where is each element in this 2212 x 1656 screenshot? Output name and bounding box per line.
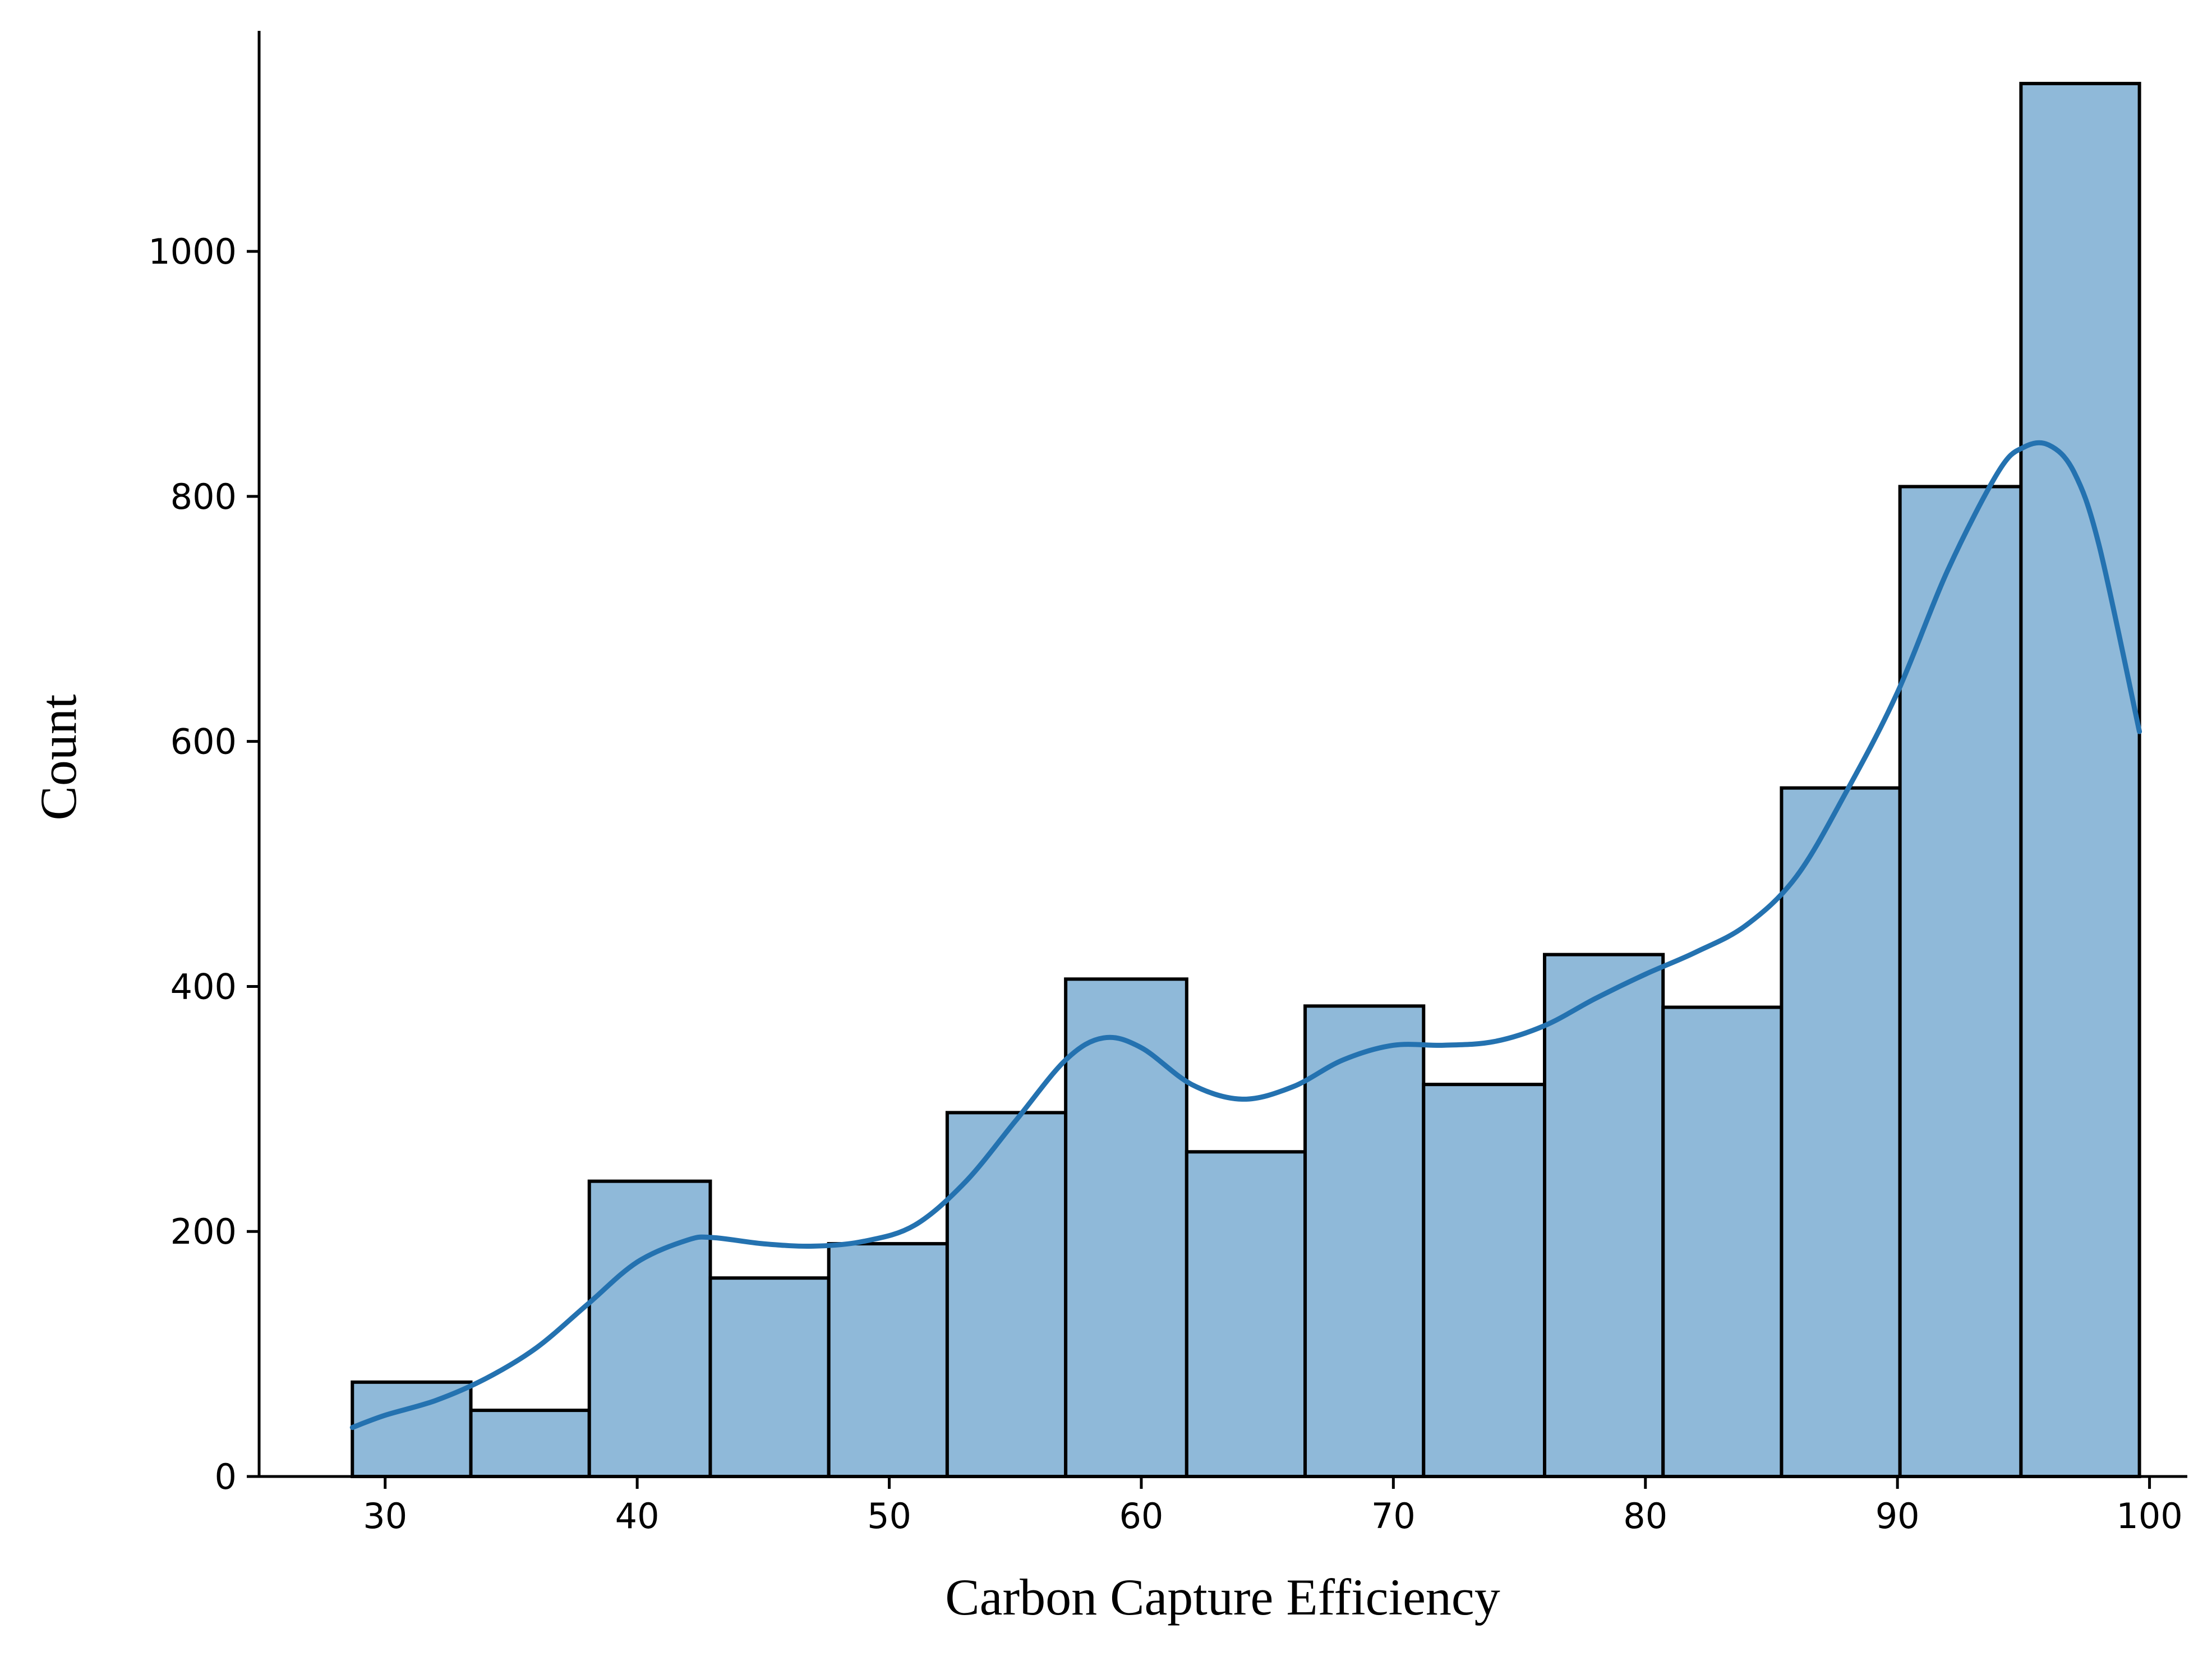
histogram-bar-12 <box>1661 1005 1784 1478</box>
histogram-bar-8 <box>1185 1150 1307 1478</box>
histogram-bar-11 <box>1543 953 1665 1478</box>
histogram-bar-2 <box>469 1409 591 1479</box>
x-tick-label-100: 100 <box>2116 1496 2182 1537</box>
x-tick-label-90: 90 <box>1875 1496 1920 1537</box>
histogram-bar-13 <box>1780 786 1902 1478</box>
bars-layer <box>351 81 2141 1479</box>
y-tick-label-200: 200 <box>170 1211 237 1252</box>
histogram-bar-15 <box>2019 81 2141 1478</box>
y-axis-label: Count <box>30 694 87 820</box>
x-tick-label-80: 80 <box>1623 1496 1667 1537</box>
histogram-bar-4 <box>708 1276 831 1479</box>
y-tick-label-600: 600 <box>170 721 237 762</box>
x-tick-label-40: 40 <box>615 1496 660 1537</box>
histogram-bar-6 <box>945 1111 1068 1478</box>
y-tick-label-400: 400 <box>170 966 237 1007</box>
histogram-bar-7 <box>1064 977 1188 1478</box>
y-tick-label-0: 0 <box>215 1456 237 1497</box>
kde-curve <box>349 440 2142 1430</box>
x-axis-label: Carbon Capture Efficiency <box>945 1568 1500 1626</box>
x-tick-label-60: 60 <box>1119 1496 1163 1537</box>
y-tick-label-800: 800 <box>170 476 237 517</box>
x-tick-label-30: 30 <box>363 1496 407 1537</box>
x-tick-label-70: 70 <box>1371 1496 1416 1537</box>
histogram-bar-5 <box>827 1242 949 1478</box>
x-ticks: 30 40 50 60 70 80 90 100 <box>363 1476 2183 1537</box>
histogram-bar-14 <box>1898 485 2023 1478</box>
x-tick-label-50: 50 <box>867 1496 911 1537</box>
histogram-bar-9 <box>1303 1004 1426 1478</box>
axes-layer <box>257 31 2187 1478</box>
histogram-bar-10 <box>1422 1083 1547 1479</box>
y-tick-label-1000: 1000 <box>148 231 237 272</box>
y-ticks: 0 200 400 600 800 1000 <box>148 231 259 1497</box>
histogram-bar-3 <box>587 1179 712 1478</box>
